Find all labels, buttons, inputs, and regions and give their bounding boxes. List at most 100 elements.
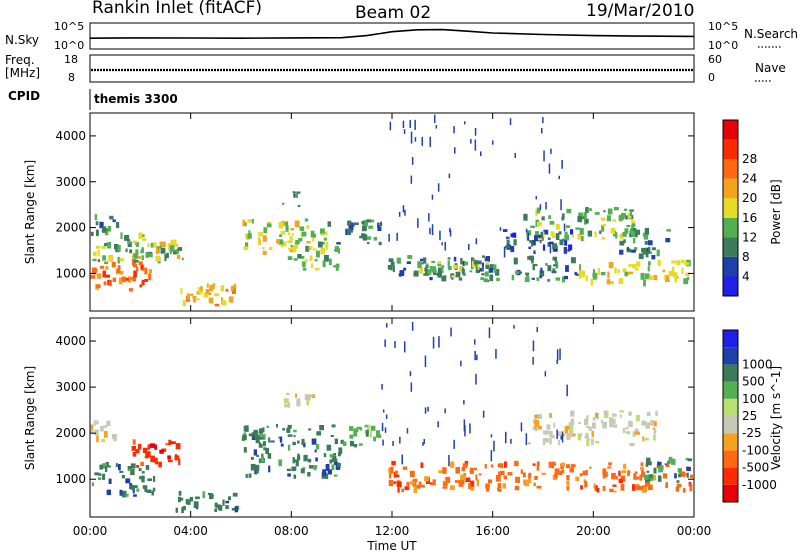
scatter-cell [524, 277, 530, 283]
scatter-cell [304, 394, 309, 401]
scatter-cell [313, 233, 317, 238]
scatter-cell [481, 273, 485, 276]
scatter-cell [310, 263, 313, 269]
scatter-cell [623, 208, 627, 211]
scatter-cell [214, 502, 218, 508]
colorbar-segment [723, 398, 738, 416]
scatter-cell [228, 296, 234, 303]
scatter-cell [185, 498, 188, 505]
scatter-cell [195, 496, 200, 500]
cpid-label: CPID [8, 89, 40, 103]
scatter-cell [657, 461, 662, 466]
scatter-cell [623, 239, 626, 244]
scatter-cell [482, 255, 485, 258]
scatter-cell [603, 410, 608, 415]
scatter-cell [545, 430, 548, 436]
scatter-cell [293, 258, 298, 261]
scatter-cell [106, 420, 111, 426]
scatter-cell [549, 221, 555, 225]
scatter-cell [632, 264, 637, 269]
scatter-cell [146, 489, 152, 493]
scatter-cell [642, 247, 648, 255]
power-y-axis: 1000 2000 3000 4000 [55, 129, 694, 280]
scatter-cell [680, 259, 686, 264]
noise-streak [566, 384, 568, 397]
scatter-cell [276, 424, 278, 428]
scatter-cell [262, 247, 265, 250]
noise-streak [476, 354, 478, 361]
scatter-cell [570, 464, 576, 468]
scatter-cell [286, 427, 291, 433]
scatter-cell [593, 269, 596, 275]
scatter-cell [96, 435, 99, 443]
scatter-cell [233, 283, 237, 289]
scatter-cell [594, 231, 597, 238]
scatter-cell [644, 240, 648, 245]
noise-streak [495, 349, 497, 359]
freq-left-tick-bottom: 8 [68, 71, 75, 84]
scatter-cell [461, 466, 465, 472]
noise-streak [475, 373, 477, 385]
scatter-cell [279, 234, 282, 237]
scatter-cell [568, 422, 573, 428]
scatter-cell [333, 462, 339, 465]
scatter-cell [658, 475, 662, 482]
scatter-cell [681, 267, 684, 274]
y-tick-label: 3000 [55, 175, 86, 189]
scatter-cell [422, 257, 427, 264]
scatter-cell [138, 256, 141, 259]
noise-streak [429, 227, 431, 235]
noise-streak [381, 383, 383, 390]
scatter-cell [403, 267, 407, 271]
scatter-cell [167, 243, 172, 250]
scatter-cell [309, 255, 313, 262]
scatter-cell [602, 486, 606, 491]
scatter-cell [256, 454, 259, 457]
scatter-cell [606, 279, 611, 285]
scatter-cell [526, 479, 532, 484]
scatter-cell [302, 467, 306, 470]
scatter-cell [300, 468, 305, 474]
scatter-cell [532, 264, 538, 267]
noise-streak [381, 422, 384, 431]
scatter-cell [154, 444, 157, 450]
scatter-cell [552, 243, 558, 249]
noise-streak [539, 204, 542, 210]
scatter-cell [106, 243, 110, 246]
scatter-cell [251, 456, 254, 460]
scatter-cell [631, 220, 635, 223]
scatter-cell [572, 433, 576, 437]
scatter-cell [514, 485, 520, 491]
scatter-cell [232, 492, 238, 497]
scatter-cell [608, 262, 614, 269]
scatter-cell [535, 209, 538, 217]
scatter-cell [602, 422, 607, 429]
scatter-cell [286, 468, 291, 471]
scatter-cell [575, 476, 580, 482]
scatter-cell [390, 466, 394, 474]
scatter-cell [245, 242, 249, 248]
noise-streak [454, 147, 456, 154]
y-tick-label: 4000 [55, 334, 86, 348]
noise-streak [480, 151, 482, 157]
scatter-cell [532, 264, 535, 271]
scatter-cell [641, 471, 646, 478]
scatter-cell [292, 191, 295, 194]
scatter-cell [132, 439, 136, 445]
scatter-cell [263, 227, 268, 234]
scatter-cell [102, 255, 107, 261]
scatter-cell [320, 241, 325, 245]
date-label: 19/Mar/2010 [586, 1, 694, 21]
scatter-cell [134, 260, 139, 263]
scatter-cell [541, 472, 546, 475]
noise-streak [527, 232, 530, 241]
scatter-cell [648, 277, 653, 280]
noise-streak [396, 232, 398, 241]
scatter-cell [431, 260, 436, 263]
scatter-cell [248, 230, 251, 235]
noise-streak [503, 246, 506, 258]
scatter-cell [90, 424, 94, 431]
scatter-cell [109, 215, 114, 220]
scatter-cell [133, 270, 137, 278]
cpid-program: themis 3300 [94, 92, 178, 106]
